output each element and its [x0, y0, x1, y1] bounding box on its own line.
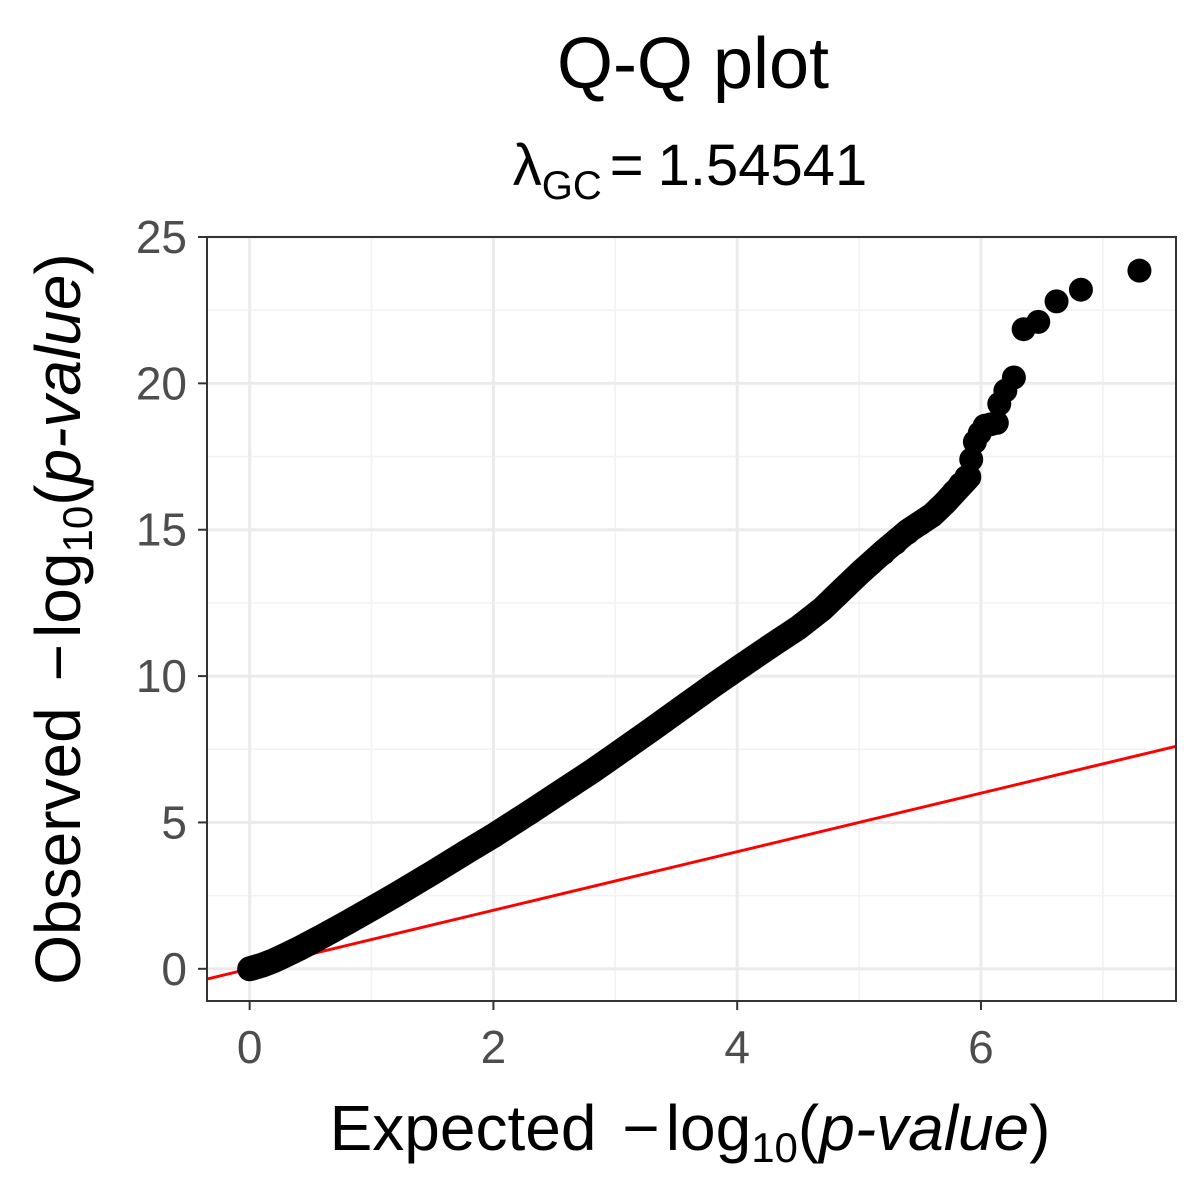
data-point [984, 410, 1009, 435]
y-tick-label: 15 [136, 504, 187, 556]
y-tick-label: 5 [161, 796, 187, 848]
data-point [1127, 258, 1152, 283]
y-axis-title-var: p-value [22, 275, 94, 487]
data-point [1026, 309, 1051, 334]
lambda-value: 1.54541 [658, 133, 868, 198]
x-axis-title-var: p-value [817, 1092, 1029, 1164]
x-tick-label: 6 [968, 1021, 994, 1073]
y-tick-label: 0 [161, 943, 187, 995]
x-axis-title-prefix: Expected [330, 1092, 597, 1164]
qq-points [847, 258, 1152, 586]
x-axis-title-base: 10 [751, 1124, 798, 1171]
x-axis-title-log: log [666, 1092, 751, 1164]
y-axis-title-base: 10 [54, 506, 101, 553]
y-axis-title-open: ( [22, 484, 94, 505]
x-axis: 0 2 4 6 [237, 1001, 994, 1073]
y-tick-label: 10 [136, 650, 187, 702]
grid-lines [207, 235, 1176, 1001]
lambda-subscript: GC [542, 164, 602, 208]
panel-border [206, 236, 1177, 1002]
x-axis-title-close: ) [1029, 1092, 1050, 1164]
y-axis-title-log: log [22, 553, 94, 638]
y-axis-title-minus: − [22, 644, 94, 681]
x-tick-label: 0 [237, 1021, 263, 1073]
y-axis-title-prefix: Observed [22, 707, 94, 984]
data-point [1001, 365, 1026, 390]
lambda-equals: = [610, 133, 644, 198]
x-axis-title-minus: − [622, 1092, 659, 1164]
x-axis-title: Expected −log10(p-value) [330, 1092, 1051, 1171]
lambda-symbol: λ [513, 133, 542, 198]
data-point [1068, 277, 1093, 302]
chart-subtitle: λGC = 1.54541 [513, 133, 868, 208]
y-tick-label: 20 [136, 357, 187, 409]
x-axis-title-open: ( [798, 1092, 819, 1164]
chart-title: Q-Q plot [557, 24, 829, 104]
data-point [1044, 289, 1069, 314]
panel-background [207, 237, 1176, 1001]
y-tick-label: 25 [136, 211, 187, 263]
x-tick-label: 4 [724, 1021, 750, 1073]
y-axis-title-close: ) [22, 253, 94, 274]
y-axis-title: Observed − log10(p-value) [22, 253, 101, 985]
y-axis: 0 5 10 15 20 25 [136, 211, 207, 995]
x-tick-label: 2 [481, 1021, 507, 1073]
reference-line [206, 744, 1177, 981]
plot-panel [206, 235, 1177, 1002]
